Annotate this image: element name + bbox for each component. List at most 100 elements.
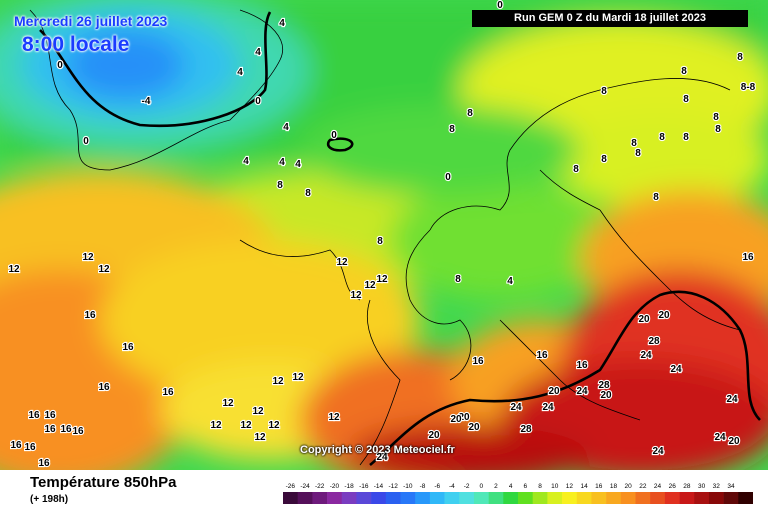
isotherm-label: 12: [252, 406, 264, 417]
legend-tick-label: 34: [727, 483, 735, 490]
isotherm-label: 8: [683, 132, 689, 143]
legend-swatch: [679, 492, 695, 504]
legend-tick-label: -8: [420, 483, 426, 490]
isotherm-label: 16: [28, 410, 40, 421]
forecast-hour-label: (+ 198h): [30, 494, 69, 505]
isotherm-label: 8: [653, 192, 659, 203]
isotherm-label: 20: [638, 314, 650, 325]
legend-tick-label: 22: [639, 483, 647, 490]
legend-tick-label: -24: [300, 483, 310, 490]
isotherm-label: 24: [576, 386, 588, 397]
isotherm-label: 16: [576, 360, 588, 371]
legend-swatch: [547, 492, 563, 504]
isotherm-label: 12: [336, 257, 348, 268]
isotherm-label: 24: [376, 452, 388, 463]
legend-swatch: [400, 492, 416, 504]
legend-swatch: [429, 492, 445, 504]
legend-tick-label: -4: [449, 483, 455, 490]
isotherm-label: -4: [142, 96, 151, 107]
legend-swatch: [723, 492, 739, 504]
forecast-date-label: Mercredi 26 juillet 2023: [14, 13, 168, 29]
isotherm-label: 20: [548, 386, 560, 397]
legend-swatch: [650, 492, 666, 504]
isotherm-label: 8: [683, 94, 689, 105]
chart-title: Température 850hPa: [30, 474, 177, 491]
legend-tick-label: 16: [595, 483, 603, 490]
isotherm-label: 24: [542, 402, 554, 413]
legend-tick-label: 32: [713, 483, 721, 490]
legend-swatch: [518, 492, 533, 504]
isotherm-label: 28: [598, 380, 610, 391]
legend-tick-label: 2: [494, 483, 498, 490]
isotherm-label: 0: [497, 0, 503, 11]
legend-tick-label: 20: [625, 483, 633, 490]
legend-swatch: [708, 492, 724, 504]
isotherm-label: 16: [44, 410, 56, 421]
isotherm-label: 4: [283, 122, 289, 133]
isotherm-label: 12: [82, 252, 94, 263]
legend-tick-label: -2: [464, 483, 470, 490]
legend-tick-label: 10: [551, 483, 559, 490]
isotherm-label: 16: [10, 440, 22, 451]
isotherm-label: 8: [713, 112, 719, 123]
legend-tick-label: 26: [669, 483, 677, 490]
legend-swatch: [503, 492, 519, 504]
isotherm-label: 8: [277, 180, 283, 191]
legend-tick-label: 0: [479, 483, 483, 490]
isotherm-label: 8: [715, 124, 721, 135]
isotherm-label: 20: [728, 436, 740, 447]
legend-tick-label: 24: [654, 483, 662, 490]
legend-swatch: [635, 492, 651, 504]
isotherm-label: 8: [635, 148, 641, 159]
isotherm-label: 16: [98, 382, 110, 393]
legend-tick-label: -18: [344, 483, 354, 490]
temperature-field: [0, 0, 768, 470]
isotherm-label: 12: [254, 432, 266, 443]
legend-tick-label: 30: [698, 483, 706, 490]
legend-tick-label: -10: [403, 483, 413, 490]
isotherm-label: 16: [122, 342, 134, 353]
isotherm-label: 0: [331, 130, 337, 141]
legend-tick-label: -14: [374, 483, 384, 490]
isotherm-label: 12: [240, 420, 252, 431]
isotherm-label: 8: [601, 86, 607, 97]
isotherm-label: 0: [255, 96, 261, 107]
isotherm-label: 16: [536, 350, 548, 361]
isotherm-label: 12: [98, 264, 110, 275]
legend-tick-label: -12: [388, 483, 398, 490]
isotherm-label: 4: [255, 47, 261, 58]
isotherm-label: 16: [60, 424, 72, 435]
isotherm-label: 20: [468, 422, 480, 433]
legend-swatch: [591, 492, 607, 504]
isotherm-bold: [39, 11, 761, 466]
legend-tick-label: -20: [330, 483, 340, 490]
isotherm-label: 20: [658, 310, 670, 321]
isotherm-label: 8: [659, 132, 665, 143]
isotherm-label: 20: [600, 390, 612, 401]
isotherm-label: 8: [455, 274, 461, 285]
isotherm-label: 8-8: [741, 82, 756, 93]
legend-swatch: [576, 492, 592, 504]
isotherm-label: 4: [279, 157, 285, 168]
legend-swatch: [738, 492, 753, 504]
legend-swatch: [356, 492, 372, 504]
isotherm-label: 0: [57, 60, 63, 71]
legend-tick-label: 18: [610, 483, 618, 490]
isotherm-label: 4: [243, 156, 249, 167]
legend-swatch: [297, 492, 313, 504]
legend-tick-label: -16: [359, 483, 369, 490]
legend-swatch: [606, 492, 622, 504]
isotherm-label: 8: [467, 108, 473, 119]
isotherm-label: 24: [726, 394, 738, 405]
isotherm-label: 16: [24, 442, 36, 453]
coastlines: [29, 9, 741, 466]
isotherm-label: 12: [364, 280, 376, 291]
isotherm-label: 20: [428, 430, 440, 441]
isotherm-label: 12: [292, 372, 304, 383]
isotherm-label: 4: [237, 67, 243, 78]
forecast-time-label: 8:00 locale: [22, 33, 130, 56]
legend-swatch: [532, 492, 548, 504]
isotherm-label: 8: [377, 236, 383, 247]
